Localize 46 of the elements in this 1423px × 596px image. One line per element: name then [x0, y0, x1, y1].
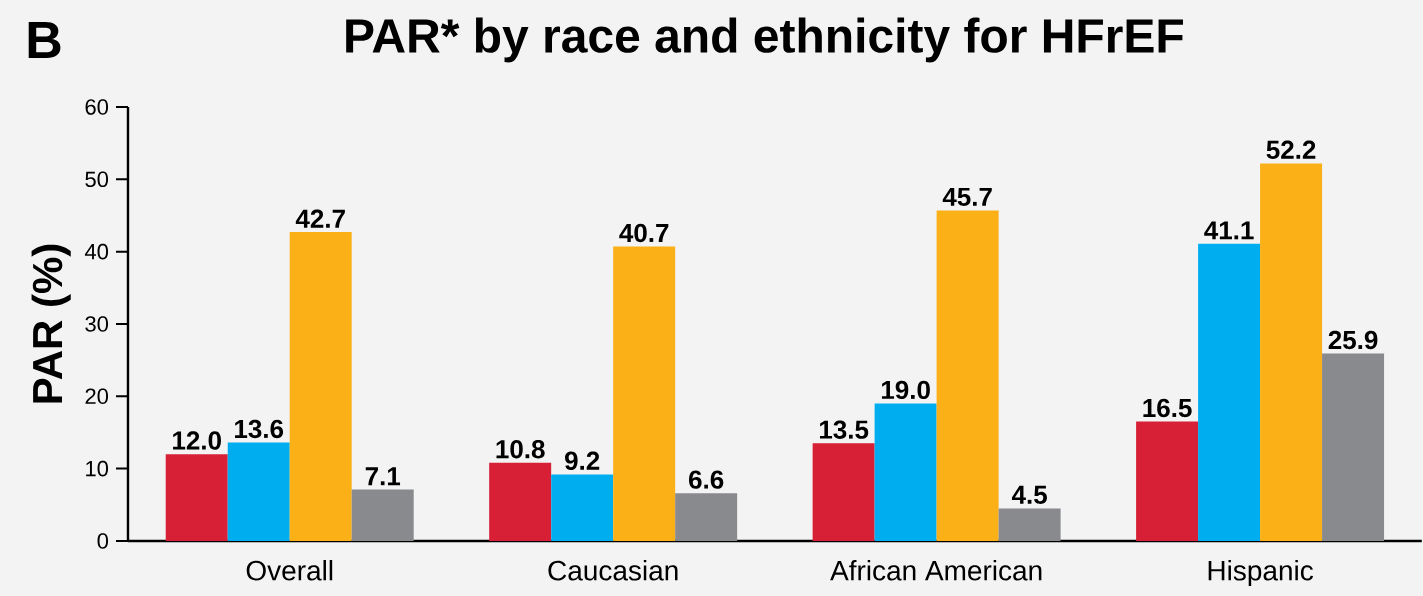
bar [351, 489, 414, 541]
y-tick-label: 50 [85, 171, 109, 188]
bar [812, 443, 875, 541]
y-tick-label: 0 [97, 533, 109, 549]
y-tick-label: 10 [86, 460, 109, 477]
data-label: 16.5 [1143, 398, 1192, 418]
x-tick-label: Overall [246, 560, 333, 581]
data-label: 9.2 [565, 451, 600, 471]
data-label: 13.5 [819, 420, 869, 439]
bar [165, 454, 228, 541]
data-label: 4.5 [1011, 485, 1047, 505]
y-tick-label: 40 [84, 243, 109, 260]
bar [289, 232, 352, 541]
chart-title: PAR* by race and ethnicity for HFrEF [346, 17, 1183, 63]
y-axis-title: PAR (%) [31, 244, 71, 403]
data-label: 25.9 [1328, 330, 1378, 350]
bar [998, 508, 1061, 541]
data-label: 7.1 [365, 467, 401, 486]
bar [1136, 421, 1199, 541]
bar [936, 210, 999, 541]
text: B [28, 22, 61, 58]
y-tick-label: 30 [85, 316, 109, 332]
data-label: 52.2 [1266, 140, 1316, 160]
data-label: 19.0 [881, 380, 930, 400]
bar [1260, 163, 1323, 541]
x-tick-label: African American [830, 560, 1042, 581]
y-tick-label: 60 [85, 99, 109, 115]
data-label: 12.0 [173, 431, 221, 450]
data-label: 41.1 [1204, 221, 1254, 240]
bar [613, 246, 676, 541]
bar [1322, 353, 1385, 541]
data-label: 10.8 [496, 440, 545, 459]
x-tick-label: Hispanic [1208, 560, 1314, 587]
data-label: 42.7 [295, 209, 345, 228]
x-tick-label: Caucasian [548, 560, 678, 581]
bar [227, 442, 290, 541]
bar [489, 462, 552, 541]
bar [874, 403, 937, 541]
data-label: 40.7 [619, 223, 669, 243]
bar [675, 493, 738, 541]
data-label: 6.6 [689, 470, 724, 489]
data-label: 45.7 [942, 187, 992, 207]
bar [1198, 243, 1261, 541]
data-label: 13.6 [235, 419, 284, 439]
bar [551, 474, 614, 541]
y-tick-label: 20 [85, 388, 109, 405]
